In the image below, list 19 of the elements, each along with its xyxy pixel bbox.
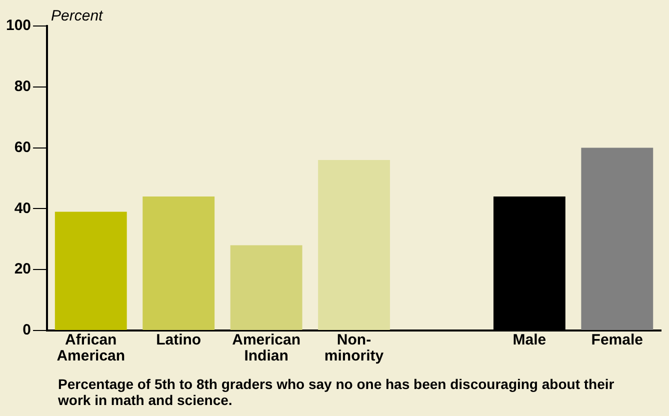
y-tick-label: 100: [6, 17, 32, 34]
y-tick-label: 20: [14, 260, 32, 278]
text: Percentage of 5th to 8th graders who say no one has been discouraging about their work in math and science.: [57, 376, 615, 408]
x-tick-label: Female: [591, 332, 643, 349]
y-tick-label: 0: [22, 322, 32, 339]
y-tick-label: 40: [14, 200, 32, 217]
y-axis-title: Percent: [51, 8, 104, 25]
bar: [581, 148, 654, 330]
x-tick-label: African American: [56, 332, 126, 364]
x-tick-label: American Indian: [232, 332, 300, 364]
y-tick-label: 60: [14, 138, 32, 156]
bar: [142, 196, 215, 330]
x-tick-label: Latino: [156, 332, 202, 349]
bar: [318, 160, 390, 330]
bar: [54, 212, 127, 330]
x-tick-label: Non-minority: [324, 332, 384, 364]
x-tick-label: Male: [512, 332, 546, 349]
bar: [230, 245, 302, 330]
y-tick-label: 80: [14, 78, 32, 96]
